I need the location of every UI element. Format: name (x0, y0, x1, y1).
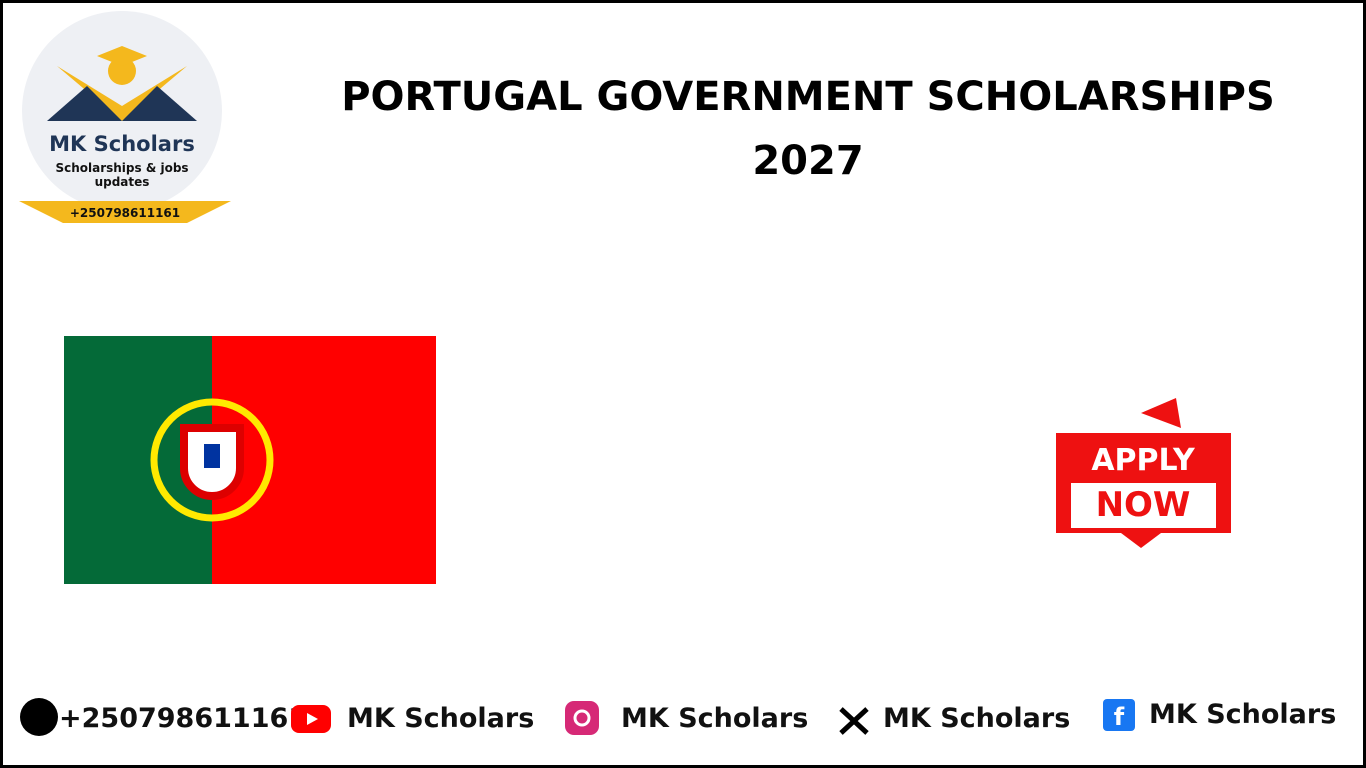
youtube-icon (291, 705, 331, 733)
x-icon (839, 707, 869, 735)
logo: MK Scholars Scholarships & jobs updates … (19, 11, 231, 223)
logo-tagline: Scholarships & jobs updates (55, 161, 189, 189)
apply-badge: APPLY NOW (1056, 398, 1231, 548)
facebook-icon: f (1103, 699, 1135, 731)
phone-icon (20, 698, 58, 736)
svg-text:f: f (1114, 703, 1125, 731)
instagram-icon (565, 701, 599, 735)
apply-line2: NOW (1096, 485, 1191, 525)
footer-youtube: MK Scholars (347, 703, 535, 734)
logo-name: MK Scholars (49, 132, 195, 156)
title: PORTUGAL GOVERNMENT SCHOLARSHIPS 2027 (341, 74, 1275, 184)
flag (64, 336, 436, 584)
apply-line1: APPLY (1091, 443, 1196, 478)
footer-instagram: MK Scholars (621, 703, 809, 734)
footer-x: MK Scholars (883, 703, 1071, 734)
logo-phone: +250798611161 (70, 206, 180, 220)
footer-phone: +250798611161 (59, 703, 308, 734)
footer-facebook: MK Scholars (1149, 699, 1337, 730)
